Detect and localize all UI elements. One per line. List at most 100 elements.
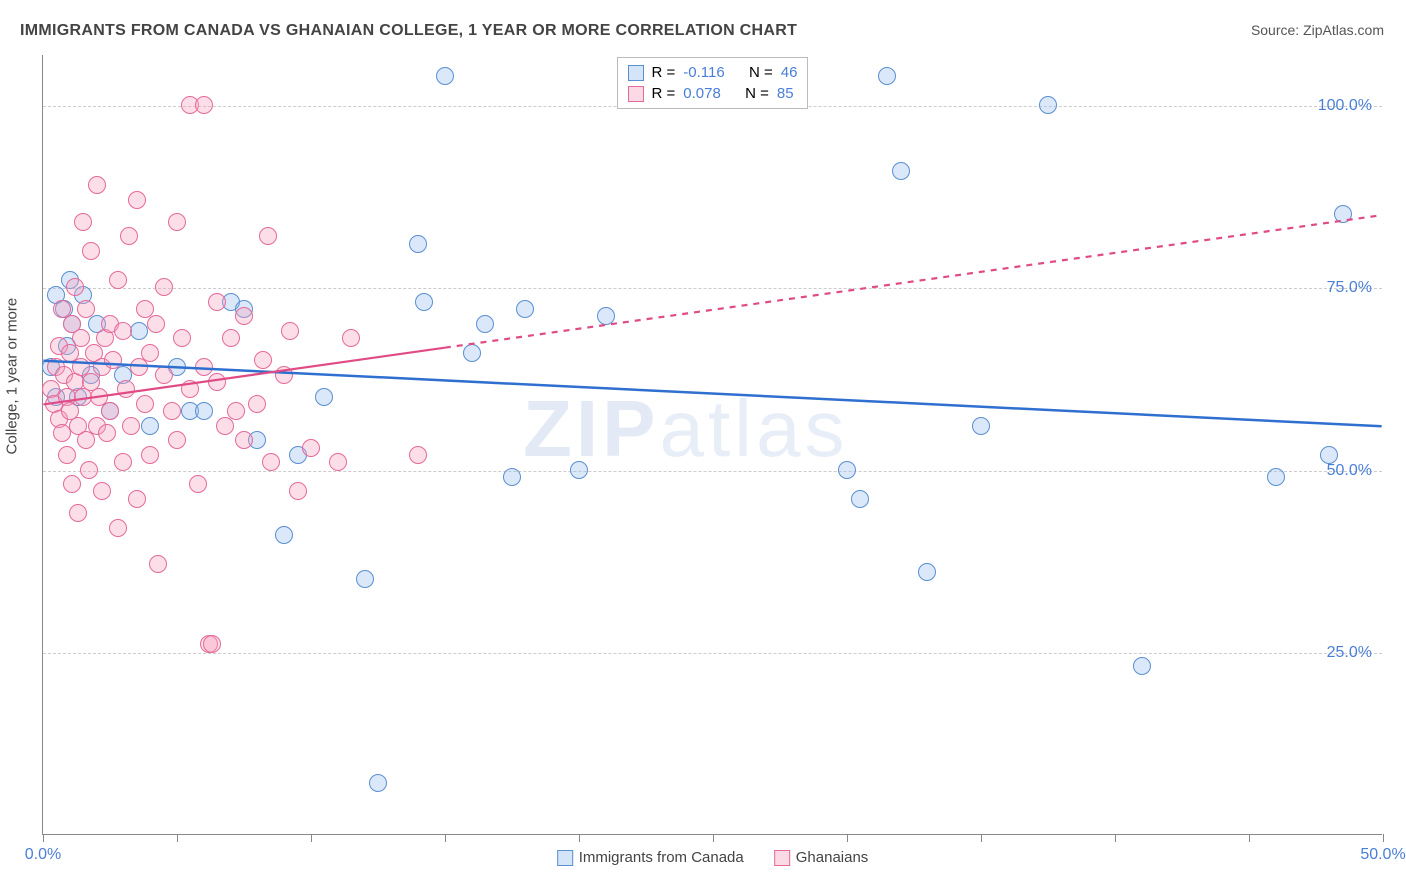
data-point [141, 344, 159, 362]
r-label: R = [652, 64, 676, 81]
data-point [114, 322, 132, 340]
data-point [329, 453, 347, 471]
n-label: N = [745, 85, 769, 102]
y-tick-label: 25.0% [1327, 644, 1372, 662]
data-point [222, 329, 240, 347]
data-point [1039, 96, 1057, 114]
x-tick [445, 834, 446, 842]
legend-item-canada: Immigrants from Canada [557, 849, 744, 866]
data-point [168, 431, 186, 449]
y-tick-label: 50.0% [1327, 462, 1372, 480]
data-point [972, 417, 990, 435]
data-point [155, 366, 173, 384]
x-tick [177, 834, 178, 842]
data-point [141, 417, 159, 435]
x-tick [43, 834, 44, 842]
data-point [227, 402, 245, 420]
data-point [503, 468, 521, 486]
data-point [104, 351, 122, 369]
data-point [356, 570, 374, 588]
data-point [120, 227, 138, 245]
data-point [415, 293, 433, 311]
watermark-bold: ZIP [523, 384, 659, 473]
data-point [109, 519, 127, 537]
data-point [369, 774, 387, 792]
x-tick [847, 834, 848, 842]
data-point [409, 446, 427, 464]
data-point [136, 395, 154, 413]
r-value: -0.116 [683, 64, 724, 81]
data-point [181, 380, 199, 398]
source-name: ZipAtlas.com [1303, 22, 1384, 38]
data-point [275, 526, 293, 544]
y-tick-label: 75.0% [1327, 279, 1372, 297]
gridline [43, 288, 1382, 289]
data-point [516, 300, 534, 318]
data-point [315, 388, 333, 406]
correlation-stats-box: R = -0.116 N = 46 R = 0.078 N = 85 [617, 57, 809, 109]
data-point [77, 300, 95, 318]
data-point [149, 555, 167, 573]
data-point [163, 402, 181, 420]
x-tick [1249, 834, 1250, 842]
swatch-icon [557, 850, 573, 866]
data-point [570, 461, 588, 479]
data-point [281, 322, 299, 340]
data-point [173, 329, 191, 347]
data-point [262, 453, 280, 471]
data-point [195, 96, 213, 114]
stats-row-ghanaians: R = 0.078 N = 85 [628, 83, 798, 104]
data-point [117, 380, 135, 398]
stats-row-canada: R = -0.116 N = 46 [628, 62, 798, 83]
r-label: R = [652, 85, 676, 102]
swatch-icon [628, 65, 644, 81]
data-point [208, 373, 226, 391]
y-tick-label: 100.0% [1318, 97, 1372, 115]
x-tick-label: 0.0% [25, 846, 61, 864]
data-point [80, 461, 98, 479]
data-point [851, 490, 869, 508]
legend-item-ghanaians: Ghanaians [774, 849, 869, 866]
x-tick [1383, 834, 1384, 842]
n-value: 46 [781, 64, 798, 81]
data-point [1334, 205, 1352, 223]
n-value: 85 [777, 85, 794, 102]
data-point [289, 482, 307, 500]
data-point [1267, 468, 1285, 486]
legend-label: Ghanaians [796, 849, 869, 866]
data-point [248, 395, 266, 413]
data-point [128, 490, 146, 508]
data-point [597, 307, 615, 325]
gridline [43, 653, 1382, 654]
x-tick [981, 834, 982, 842]
data-point [476, 315, 494, 333]
data-point [58, 446, 76, 464]
data-point [141, 446, 159, 464]
data-point [838, 461, 856, 479]
chart-title: IMMIGRANTS FROM CANADA VS GHANAIAN COLLE… [20, 22, 797, 40]
swatch-icon [628, 86, 644, 102]
data-point [93, 482, 111, 500]
data-point [63, 475, 81, 493]
data-point [168, 213, 186, 231]
data-point [147, 315, 165, 333]
data-point [88, 176, 106, 194]
data-point [918, 563, 936, 581]
data-point [82, 242, 100, 260]
n-label: N = [749, 64, 773, 81]
data-point [235, 431, 253, 449]
data-point [878, 67, 896, 85]
watermark-light: atlas [659, 384, 848, 473]
data-point [208, 293, 226, 311]
legend: Immigrants from Canada Ghanaians [557, 849, 869, 866]
data-point [189, 475, 207, 493]
x-tick [579, 834, 580, 842]
data-point [342, 329, 360, 347]
data-point [155, 278, 173, 296]
watermark: ZIPatlas [523, 383, 848, 475]
data-point [66, 278, 84, 296]
data-point [259, 227, 277, 245]
r-value: 0.078 [683, 85, 721, 102]
data-point [436, 67, 454, 85]
data-point [122, 417, 140, 435]
